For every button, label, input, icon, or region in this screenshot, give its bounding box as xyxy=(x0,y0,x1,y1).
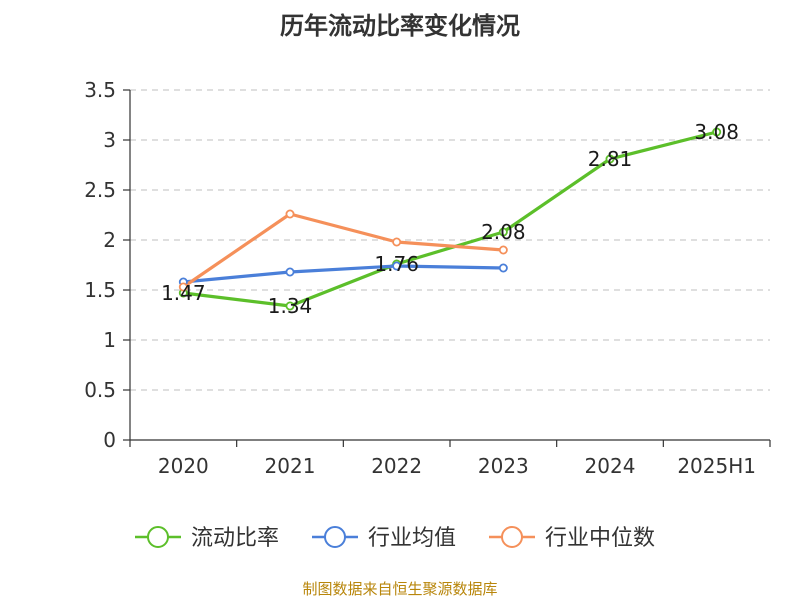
y-tick-label: 3.5 xyxy=(84,78,116,102)
data-point xyxy=(712,127,722,137)
legend-marker xyxy=(501,526,523,548)
data-point xyxy=(498,227,508,237)
y-tick-label: 2.5 xyxy=(84,178,116,202)
grid xyxy=(130,89,770,391)
data-label: 1.76 xyxy=(374,252,419,276)
data-point xyxy=(605,154,615,164)
y-tick-label: 2 xyxy=(103,228,116,252)
legend-marker xyxy=(147,526,169,548)
data-label: 2.81 xyxy=(588,147,633,171)
series-line xyxy=(181,212,505,289)
y-tick-label: 0.5 xyxy=(84,378,116,402)
x-tick-label: 2023 xyxy=(478,454,529,478)
data-label: 2.08 xyxy=(481,220,526,244)
data-point xyxy=(285,209,295,219)
series-line xyxy=(181,264,505,284)
legend-label: 流动比率 xyxy=(191,526,279,551)
data-point xyxy=(392,261,402,271)
x-tick-label: 2024 xyxy=(585,454,636,478)
data-label: 1.34 xyxy=(268,294,313,318)
data-point xyxy=(285,301,295,311)
x-tick-label: 2022 xyxy=(371,454,422,478)
y-tick-label: 3 xyxy=(103,128,116,152)
data-point xyxy=(285,267,295,277)
y-tick-label: 1.5 xyxy=(84,278,116,302)
legend-label: 行业中位数 xyxy=(545,526,655,551)
data-labels: 1.47 1.34 1.76 2.08 2.81 3.08 xyxy=(161,120,739,318)
data-point xyxy=(498,245,508,255)
data-point xyxy=(498,263,508,273)
x-tick-label: 2021 xyxy=(265,454,316,478)
y-tick-label: 0 xyxy=(103,428,116,452)
x-tick-label: 2025H1 xyxy=(677,454,756,478)
y-tick-label: 1 xyxy=(103,328,116,352)
series-line xyxy=(181,130,719,308)
legend: 流动比率 行业均值 行业中位数 xyxy=(135,526,655,551)
chart-title: 历年流动比率变化情况 xyxy=(280,12,520,40)
source-note: 制图数据来自恒生聚源数据库 xyxy=(302,580,497,598)
data-label: 3.08 xyxy=(694,120,739,144)
data-label: 1.47 xyxy=(161,281,206,305)
data-point xyxy=(178,282,188,292)
x-tick-label: 2020 xyxy=(158,454,209,478)
data-point xyxy=(392,237,402,247)
legend-label: 行业均值 xyxy=(368,526,456,551)
series-layer xyxy=(178,127,722,311)
axes: 0 0.5 1 1.5 2 2.5 3 3.5 2020 2021 2022 2023 2024 2025… xyxy=(84,78,771,478)
legend-marker xyxy=(324,526,346,548)
